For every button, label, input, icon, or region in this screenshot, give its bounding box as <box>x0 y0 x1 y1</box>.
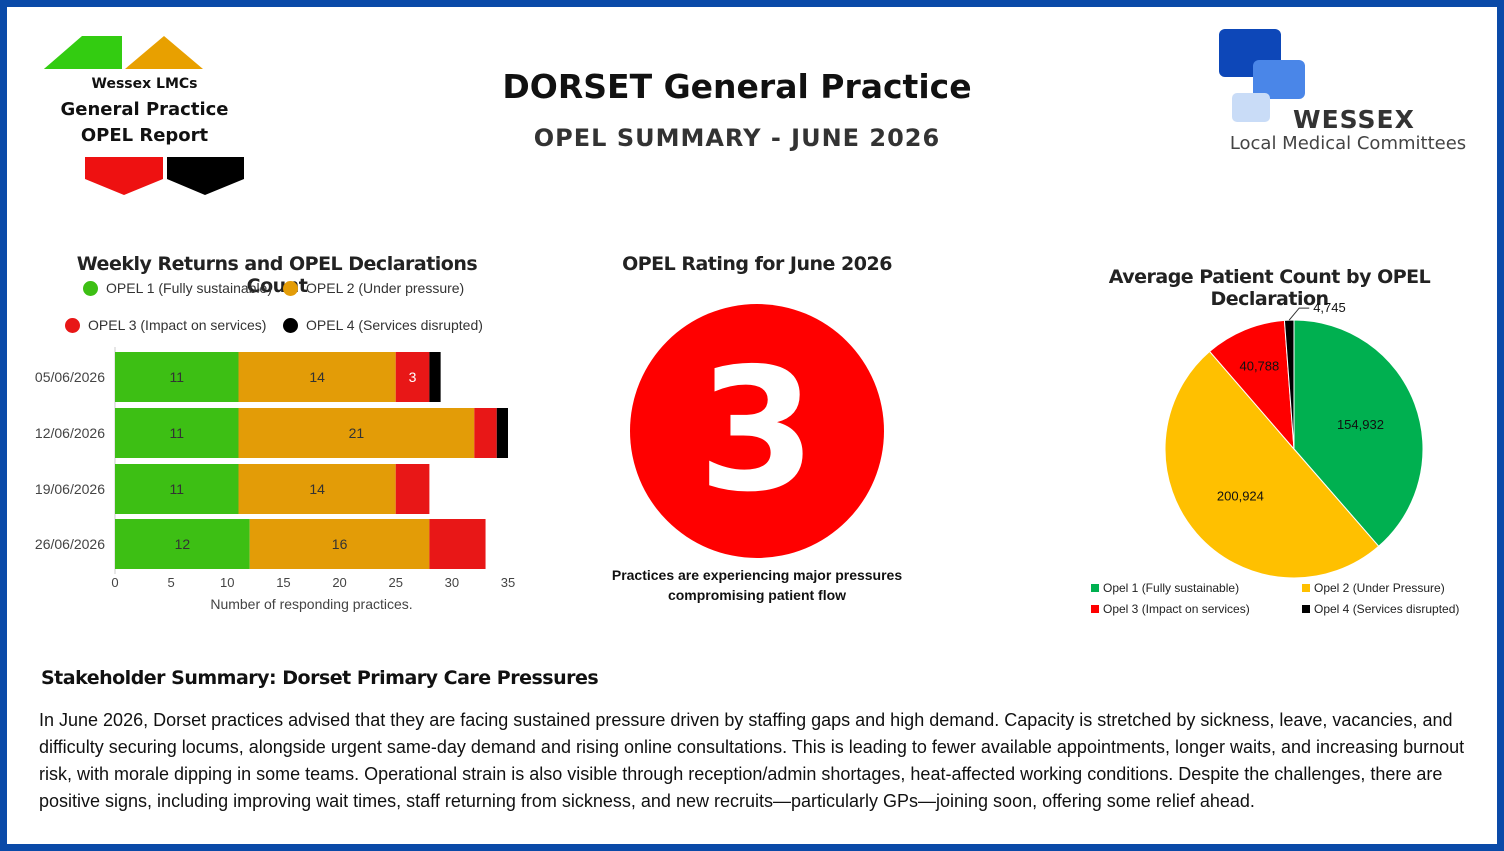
bar-x-tick-label: 0 <box>111 575 118 590</box>
bar-data-label: 21 <box>349 425 365 441</box>
pie-legend-opel4-label: Opel 4 (Services disrupted) <box>1314 602 1460 616</box>
page-title: DORSET General Practice <box>502 67 972 106</box>
opel-logo-black-base <box>167 157 244 195</box>
pie-slice <box>1164 350 1380 579</box>
bar-x-tick-label: 10 <box>220 575 234 590</box>
pie-data-label: 200,924 <box>1217 488 1264 503</box>
bar-chart: 05/06/2026 11 14 3 12/06/2026 11 21 19/06/2026 1… <box>35 347 515 612</box>
bar-data-label: 11 <box>169 369 184 385</box>
bar-segment <box>429 352 441 402</box>
logo-left-line1: Wessex LMCs <box>91 76 198 92</box>
bar-legend-opel4: OPEL 4 (Services disrupted) <box>283 317 483 333</box>
bar-legend-opel3-label: OPEL 3 (Impact on services) <box>88 317 267 333</box>
pie-leader-line <box>1288 307 1310 321</box>
pie-legend-opel4: Opel 4 (Services disrupted) <box>1302 602 1459 616</box>
opel-logo <box>44 36 244 195</box>
bar-category-label: 19/06/2026 <box>35 481 105 497</box>
bar-data-label: 11 <box>169 481 184 497</box>
bar-x-tick-label: 20 <box>332 575 346 590</box>
summary-body: In June 2026, Dorset practices advised t… <box>39 710 1465 811</box>
pie-slice <box>1283 319 1295 450</box>
pie-legend-opel1-label: Opel 1 (Fully sustainable) <box>1103 581 1240 595</box>
bar-category-label: 12/06/2026 <box>35 425 105 441</box>
bar-data-label: 12 <box>175 536 191 552</box>
opel-logo-green-roof-shape <box>44 36 122 69</box>
bar-legend-opel2: OPEL 2 (Under pressure) <box>283 280 464 296</box>
bar-legend-opel2-label: OPEL 2 (Under pressure) <box>306 280 465 296</box>
page-subtitle: OPEL SUMMARY - JUNE 2026 <box>533 124 941 152</box>
pie-legend-opel3: Opel 3 (Impact on services) <box>1091 602 1250 616</box>
bar-data-label: 16 <box>332 536 348 552</box>
bar-legend-opel1-label: OPEL 1 (Fully sustainable) <box>106 280 272 296</box>
bar-legend-opel3: OPEL 3 (Impact on services) <box>65 317 266 333</box>
logo-left-line2: General Practice <box>60 99 229 120</box>
bar-legend-opel2-swatch <box>283 280 298 296</box>
bar-x-tick-label: 15 <box>276 575 290 590</box>
bar-segment <box>474 408 497 458</box>
bar-segment <box>496 408 508 458</box>
bar-category-label: 26/06/2026 <box>35 536 105 552</box>
bar-data-label: 14 <box>309 369 325 385</box>
pie-legend-opel2: Opel 2 (Under Pressure) <box>1302 581 1445 595</box>
pie-chart-title: Average Patient Count by OPEL Declaratio… <box>1108 266 1431 310</box>
bar-data-label: 14 <box>309 481 325 497</box>
bar-segment <box>238 408 475 458</box>
wessex-logo-mark <box>1219 29 1305 122</box>
pie-chart: 154,932 200,924 40,788 4,745 <box>1164 300 1424 579</box>
pie-data-label: 40,788 <box>1239 359 1279 374</box>
opel-rating-value: 3 <box>697 332 817 530</box>
pie-legend-opel4-swatch <box>1302 605 1310 613</box>
bar-segment <box>429 519 486 569</box>
rating-title: OPEL Rating for June 2026 <box>622 253 892 275</box>
pie-legend-opel3-swatch <box>1091 605 1099 613</box>
bar-legend-opel4-swatch <box>283 317 298 333</box>
bar-x-axis-label: Number of responding practices. <box>210 596 412 612</box>
bar-x-tick-label: 30 <box>445 575 459 590</box>
pie-data-label: 4,745 <box>1313 300 1346 315</box>
bar-data-label: 3 <box>409 369 417 385</box>
bar-category-label: 05/06/2026 <box>35 369 105 385</box>
bar-segment <box>395 464 430 514</box>
pie-legend-opel2-swatch <box>1302 584 1310 592</box>
wessex-logo-square-light <box>1232 93 1270 122</box>
pie-legend-opel2-label: Opel 2 (Under Pressure) <box>1314 581 1445 595</box>
wessex-logo-name: WESSEX <box>1293 105 1415 134</box>
bar-legend-opel4-label: OPEL 4 (Services disrupted) <box>306 317 483 333</box>
pie-legend-opel3-label: Opel 3 (Impact on services) <box>1103 602 1250 616</box>
wessex-logo-square-mid <box>1253 60 1305 99</box>
opel-rating-caption: Practices are experiencing major pressur… <box>611 567 903 603</box>
bar-segment <box>238 352 396 402</box>
logo-left-line3: OPEL Report <box>80 125 209 146</box>
bar-legend-opel1-swatch <box>83 280 98 296</box>
opel-logo-red-base <box>85 157 163 195</box>
pie-slice <box>1293 319 1424 547</box>
bar-legend-opel1: OPEL 1 (Fully sustainable) <box>83 280 272 296</box>
bar-segment <box>115 464 239 514</box>
bar-segment <box>395 352 430 402</box>
bar-data-label: 11 <box>169 425 184 441</box>
opel-rating-circle: 3 <box>630 304 884 558</box>
pie-legend-opel1-swatch <box>1091 584 1099 592</box>
pie-data-label: 154,932 <box>1337 417 1384 432</box>
pie-legend-opel1: Opel 1 (Fully sustainable) <box>1091 581 1239 595</box>
wessex-logo-tagline: Local Medical Committees <box>1229 133 1467 154</box>
bar-segment <box>115 519 250 569</box>
bar-x-tick-label: 35 <box>501 575 515 590</box>
bar-x-tick-label: 25 <box>388 575 402 590</box>
opel-logo-amber-roof <box>125 36 203 69</box>
bar-x-tick-label: 5 <box>168 575 175 590</box>
pie-slice <box>1208 319 1295 451</box>
bar-segment <box>249 519 430 569</box>
bar-segment <box>238 464 396 514</box>
bar-segment <box>115 352 239 402</box>
bar-segment <box>115 408 239 458</box>
summary-title: Stakeholder Summary: Dorset Primary Care… <box>41 667 599 689</box>
bar-legend-opel3-swatch <box>65 317 80 333</box>
